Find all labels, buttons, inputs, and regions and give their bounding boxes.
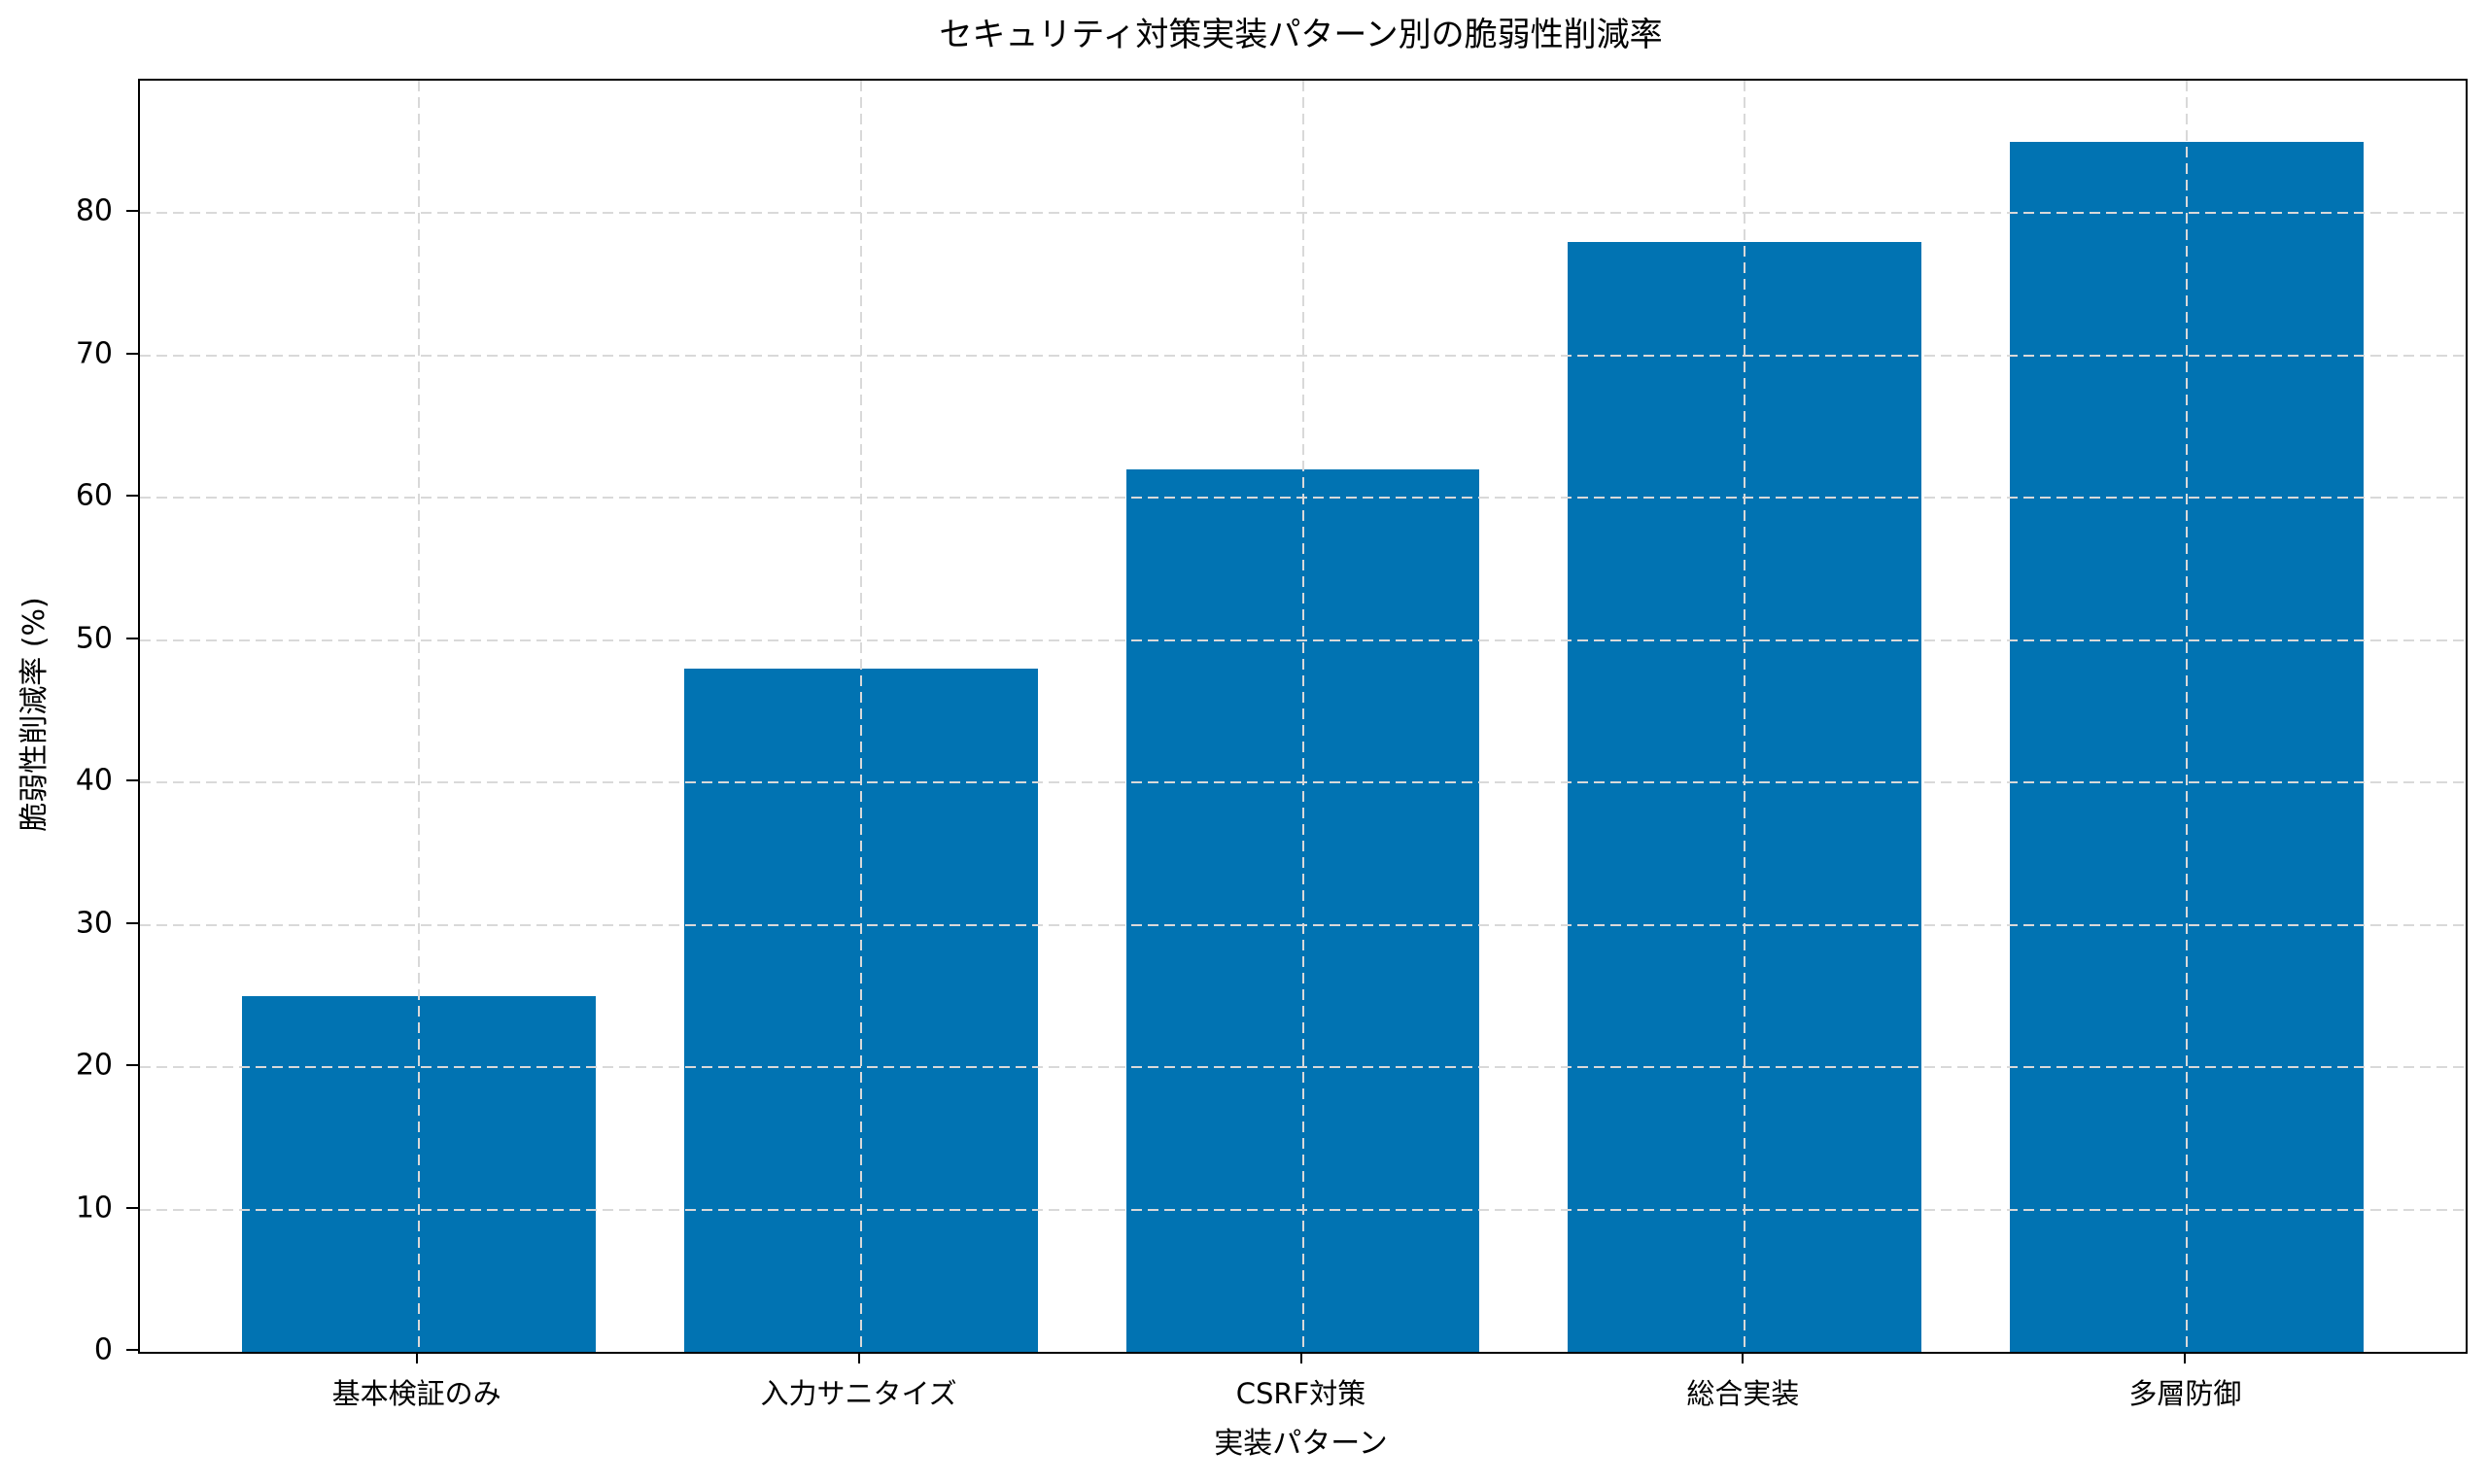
- y-tick-mark: [126, 210, 138, 213]
- x-tick-label: 総合実装: [1686, 1377, 1800, 1410]
- x-tick-mark: [1299, 1352, 1302, 1363]
- y-tick-mark: [126, 921, 138, 924]
- v-gridline: [2186, 81, 2189, 1352]
- x-tick-mark: [415, 1352, 418, 1363]
- x-tick-mark: [1742, 1352, 1745, 1363]
- y-tick-mark: [126, 1349, 138, 1351]
- y-tick-mark: [126, 1206, 138, 1209]
- plot-area: [138, 79, 2468, 1354]
- y-tick-mark: [126, 352, 138, 355]
- x-tick-mark: [857, 1352, 860, 1363]
- x-tick-label: CSRF対策: [1235, 1377, 1366, 1410]
- x-axis-label: 実装パターン: [1214, 1427, 1388, 1461]
- x-tick-label: 入力サニタイズ: [760, 1377, 957, 1410]
- y-tick-label: 80: [75, 193, 113, 228]
- y-tick-mark: [126, 1064, 138, 1067]
- x-tick-label: 基本検証のみ: [331, 1377, 501, 1410]
- y-tick-label: 40: [75, 763, 113, 798]
- y-axis-label: 脆弱性削減率 (%): [17, 597, 52, 832]
- v-gridline: [417, 81, 420, 1352]
- y-tick-mark: [126, 495, 138, 498]
- y-tick-label: 0: [93, 1332, 113, 1367]
- y-tick-label: 70: [75, 336, 113, 371]
- v-gridline: [859, 81, 862, 1352]
- y-tick-label: 20: [75, 1048, 113, 1083]
- x-tick-label: 多層防御: [2128, 1377, 2242, 1410]
- y-tick-mark: [126, 779, 138, 782]
- x-tick-mark: [2184, 1352, 2187, 1363]
- y-tick-mark: [126, 637, 138, 639]
- y-tick-label: 50: [75, 621, 113, 656]
- v-gridline: [1301, 81, 1304, 1352]
- y-tick-label: 10: [75, 1191, 113, 1225]
- y-tick-label: 30: [75, 906, 113, 941]
- y-tick-label: 60: [75, 478, 113, 513]
- v-gridline: [1744, 81, 1746, 1352]
- chart-title: セキュリティ対策実装パターン別の脆弱性削減率: [939, 16, 1663, 54]
